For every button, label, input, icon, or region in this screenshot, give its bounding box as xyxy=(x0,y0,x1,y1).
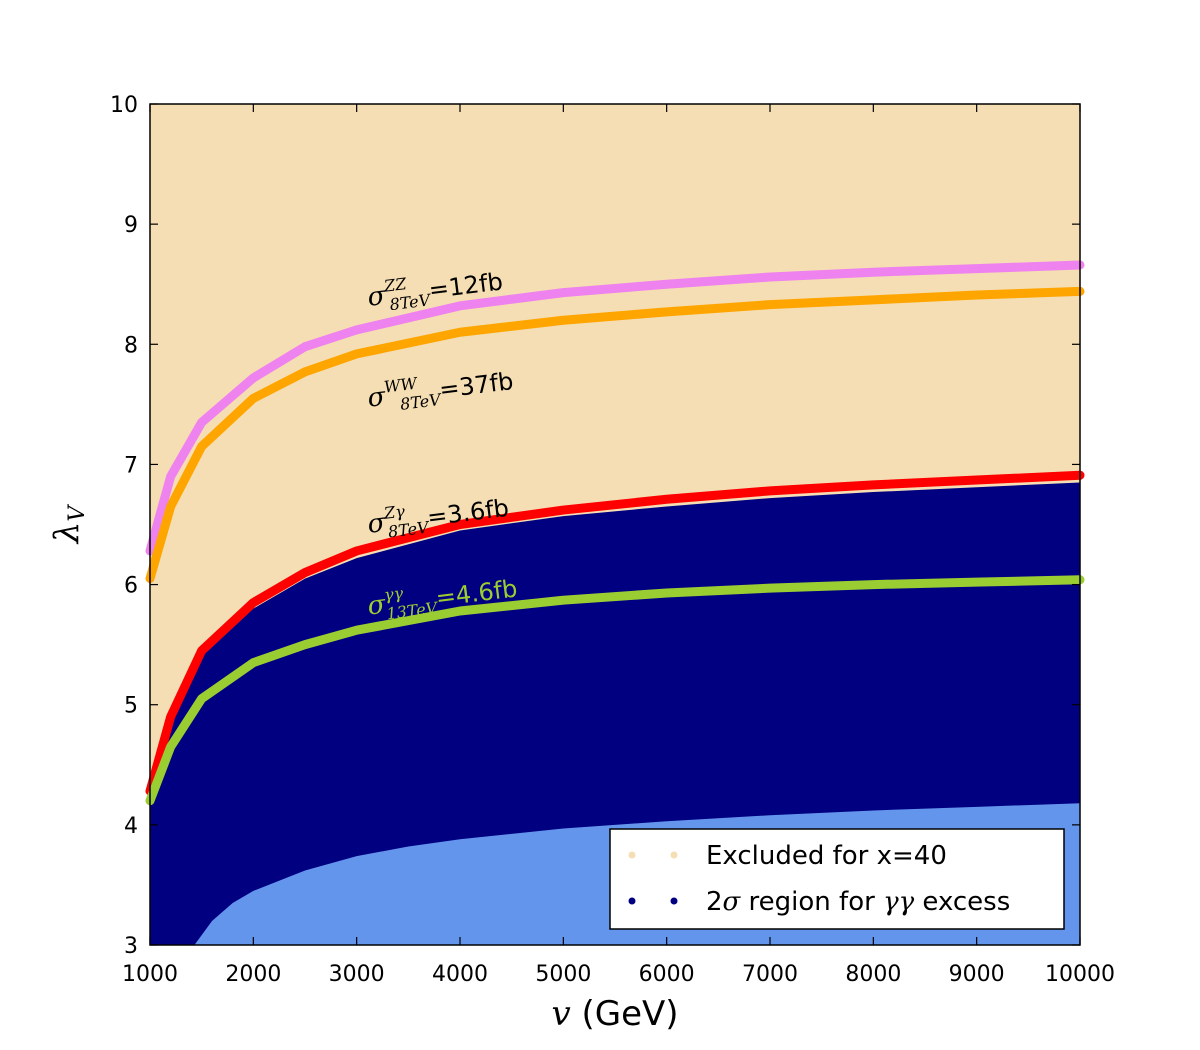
y-tick-label: 3 xyxy=(124,934,138,959)
label-zgamma: σZγ8TeV=3.6fb xyxy=(365,489,511,544)
y-axis: 3 4 5 6 7 8 9 10 xyxy=(110,93,1080,959)
x-axis: 1000 2000 3000 4000 5000 6000 7000 8000 9000 1000… xyxy=(122,104,1115,987)
x-tick-label: 8000 xyxy=(845,962,901,987)
label-zz-sub: 8TeV xyxy=(389,290,433,314)
curve-zz xyxy=(145,260,1085,556)
x-axis-var: v xyxy=(551,994,570,1034)
legend: Excluded for x=40 2σ region for γγ exces… xyxy=(609,828,1065,930)
curve-gammagamma xyxy=(145,575,1085,806)
legend-label-2sigma-gg: γγ xyxy=(883,887,915,917)
label-zz: σZZ8TeV=12fb xyxy=(365,262,505,316)
y-tick-label: 4 xyxy=(124,814,138,839)
legend-marker-excluded xyxy=(670,851,678,859)
y-tick-label: 10 xyxy=(110,93,138,118)
label-zgamma-sigma: σ xyxy=(366,508,389,540)
label-ww-sigma: σ xyxy=(366,382,389,414)
plot-area xyxy=(145,104,1085,945)
y-axis-title: λV xyxy=(47,504,90,546)
legend-label-2sigma: 2σ region for γγ excess xyxy=(706,887,1010,917)
legend-label-excluded: Excluded for x=40 xyxy=(706,841,947,871)
legend-marker-excluded xyxy=(628,851,636,859)
y-tick-label: 5 xyxy=(124,694,138,719)
y-tick-label: 7 xyxy=(124,453,138,478)
label-zz-sigma: σ xyxy=(366,281,389,313)
legend-label-2sigma-prefix: 2 xyxy=(706,887,723,917)
curves xyxy=(145,260,1085,806)
legend-label-2sigma-sigma: σ xyxy=(723,887,742,917)
x-tick-label: 3000 xyxy=(329,962,385,987)
y-tick-label: 9 xyxy=(124,213,138,238)
legend-label-2sigma-suffix: excess xyxy=(914,887,1010,917)
y-axis-main: λ xyxy=(47,522,87,546)
x-tick-label: 5000 xyxy=(535,962,591,987)
x-tick-label: 10000 xyxy=(1045,962,1115,987)
legend-marker-2sigma xyxy=(628,897,636,905)
x-tick-label: 2000 xyxy=(225,962,281,987)
x-axis-unit: (GeV) xyxy=(581,994,678,1034)
x-tick-label: 7000 xyxy=(742,962,798,987)
curve-ww xyxy=(145,286,1085,584)
x-tick-label: 6000 xyxy=(639,962,695,987)
label-zgamma-sup: Zγ xyxy=(382,501,406,523)
x-axis-title: v (GeV) xyxy=(551,994,678,1034)
label-zgamma-sub: 8TeV xyxy=(387,517,431,541)
plot-frame xyxy=(149,103,1081,946)
y-tick-label: 8 xyxy=(124,333,138,358)
x-tick-label: 4000 xyxy=(432,962,488,987)
x-tick-label: 9000 xyxy=(949,962,1005,987)
y-axis-sub: V xyxy=(65,504,90,522)
y-tick-label: 6 xyxy=(124,574,138,599)
legend-label-2sigma-mid: region for xyxy=(740,887,883,917)
label-gammagamma-sup: γγ xyxy=(383,583,405,604)
curve-zgamma xyxy=(145,470,1085,796)
curve-labels: σZZ8TeV=12fb σWW8TeV=37fb σZγ8TeV=3.6fb … xyxy=(365,262,519,623)
label-ww-sup: WW xyxy=(383,374,420,397)
legend-box xyxy=(609,828,1065,930)
label-zz-sup: ZZ xyxy=(382,274,408,296)
legend-marker-2sigma xyxy=(670,897,678,905)
label-ww-sub: 8TeV xyxy=(399,390,443,414)
x-tick-label: 1000 xyxy=(122,962,178,987)
label-gammagamma-sigma: σ xyxy=(366,589,389,621)
